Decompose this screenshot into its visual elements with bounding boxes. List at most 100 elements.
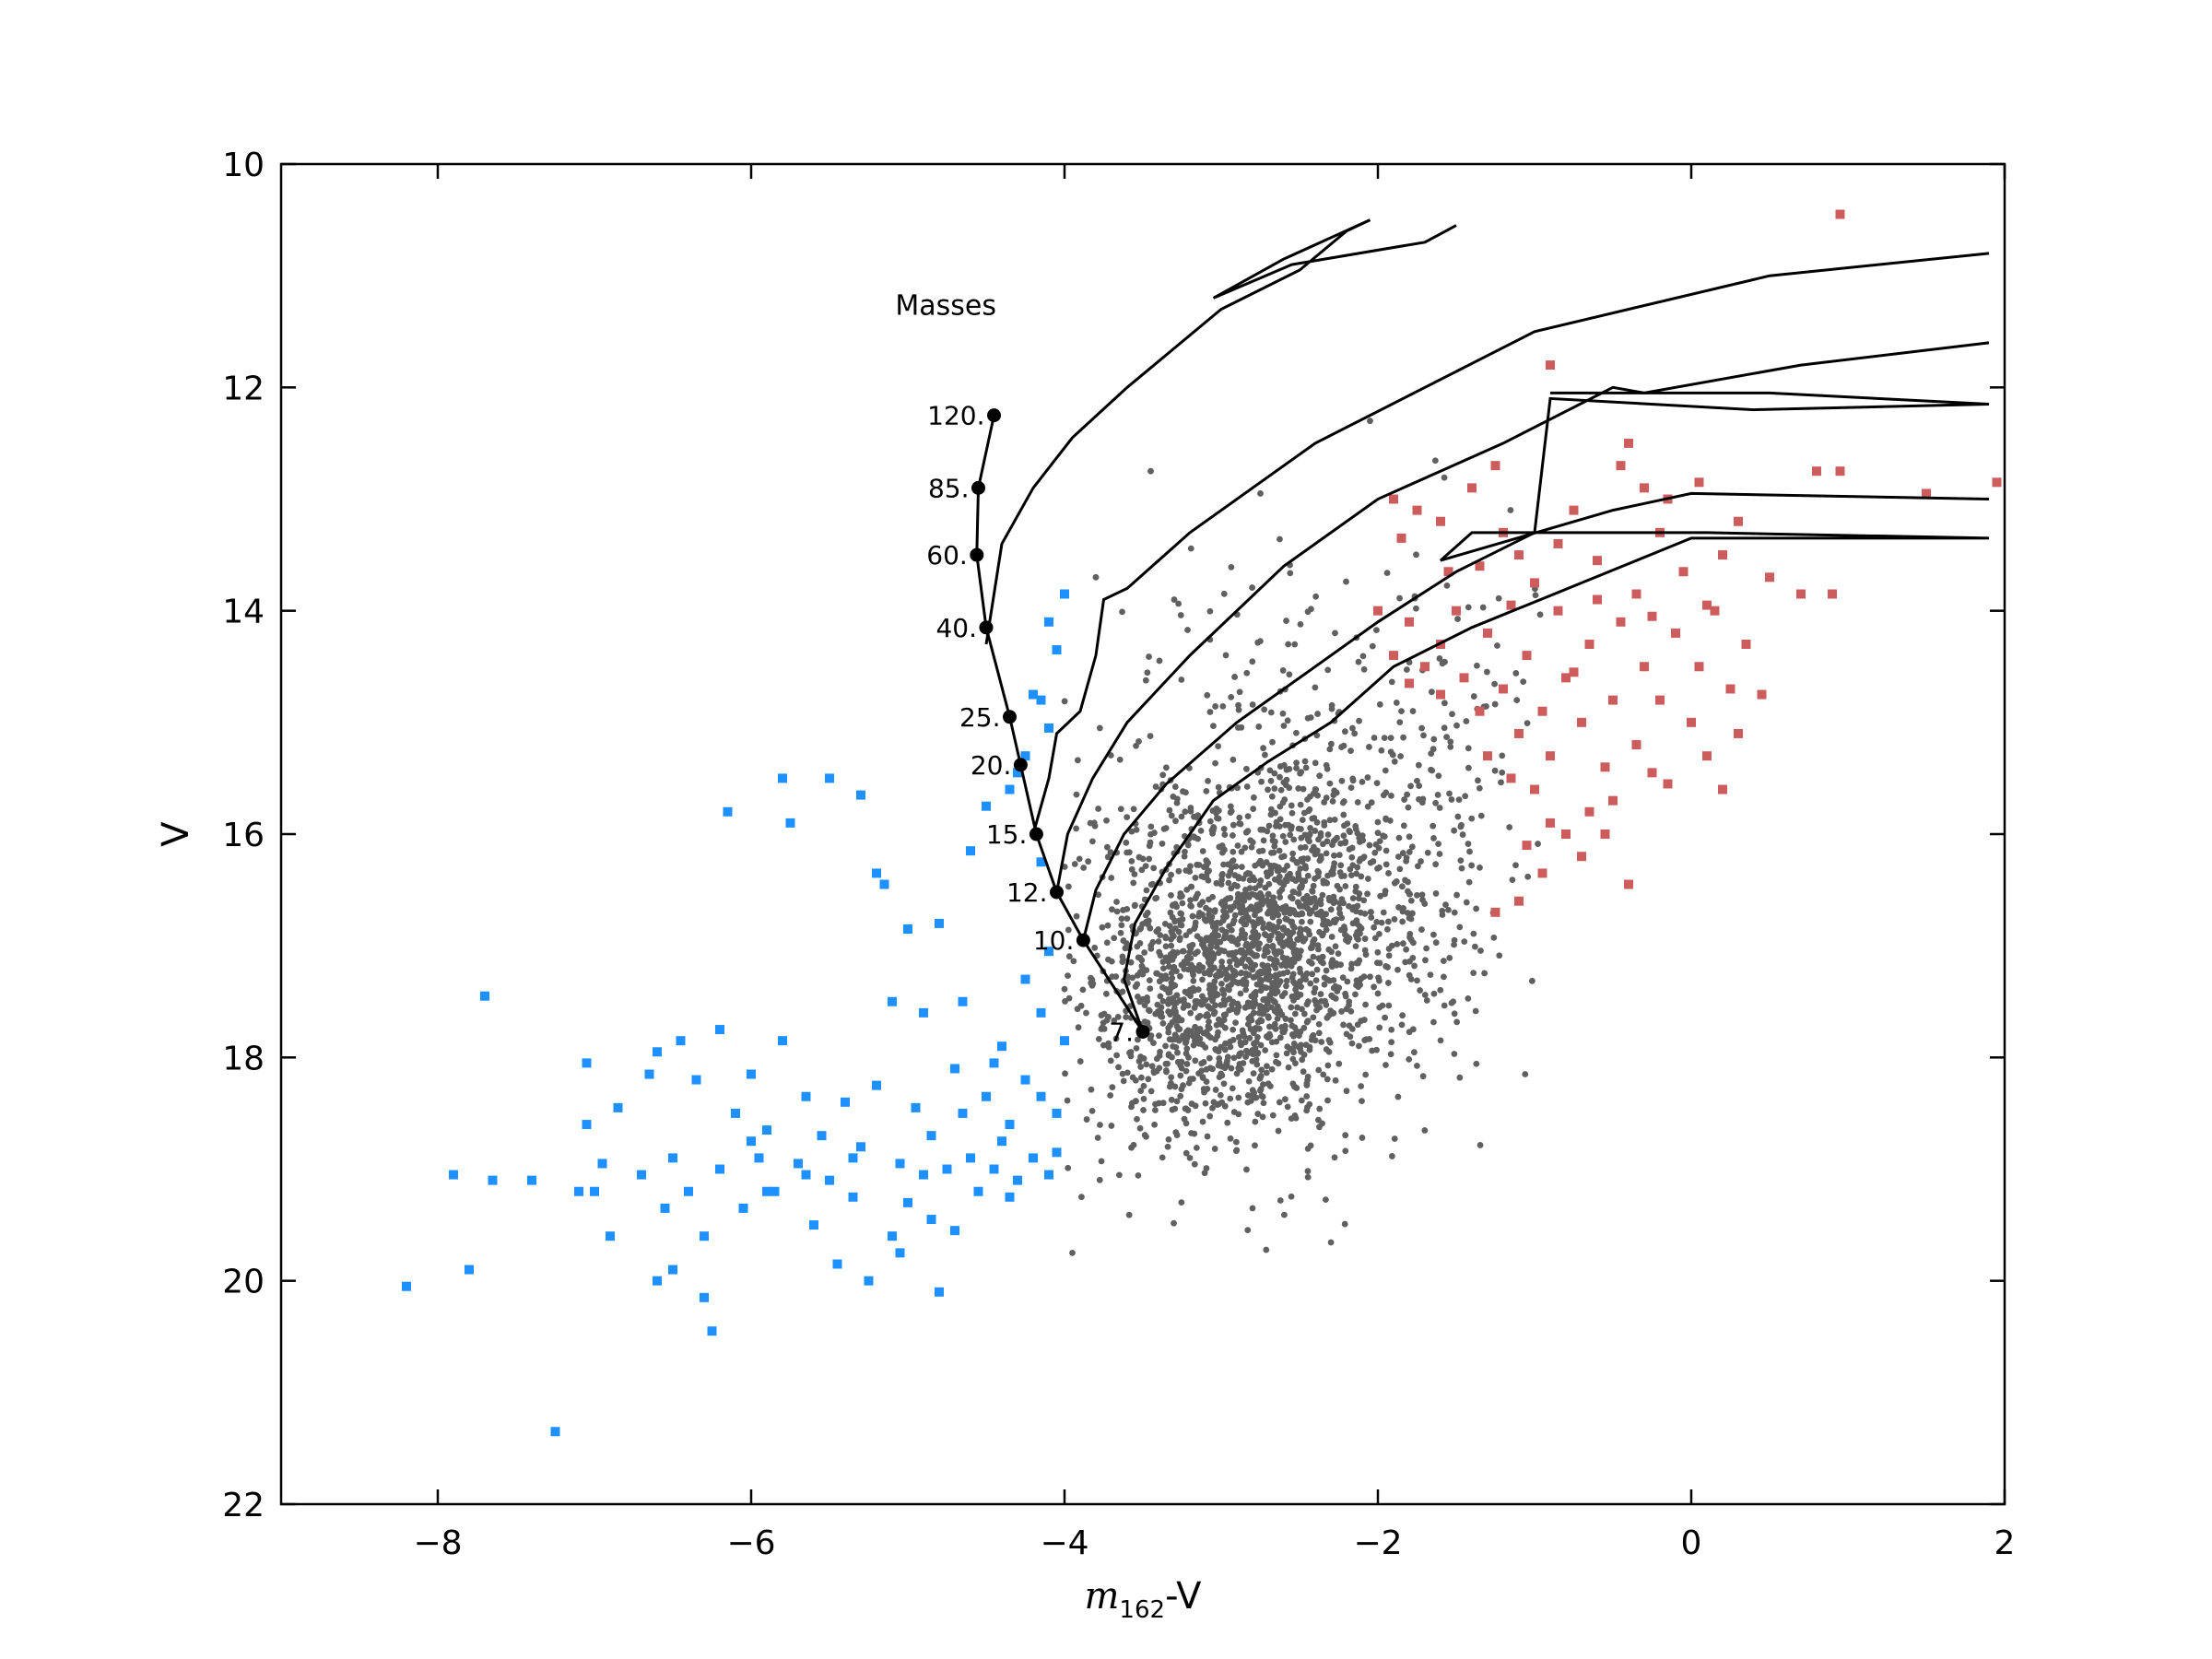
- gray-star-point: [1205, 1023, 1212, 1030]
- gray-star-point: [1394, 1093, 1402, 1100]
- gray-star-point: [1305, 998, 1312, 1006]
- gray-star-point: [1147, 1088, 1155, 1095]
- gray-star-point: [1473, 905, 1480, 912]
- gray-star-point: [1246, 877, 1253, 884]
- gray-star-point: [1230, 1026, 1237, 1033]
- gray-star-point: [1257, 916, 1265, 923]
- blue-star-point: [1036, 857, 1046, 867]
- gray-star-point: [1125, 1211, 1133, 1218]
- gray-star-point: [1287, 570, 1294, 577]
- gray-star-point: [1213, 815, 1220, 821]
- gray-star-point: [1245, 1077, 1253, 1085]
- gray-star-point: [1382, 847, 1390, 854]
- gray-star-point: [1308, 908, 1315, 915]
- gray-star-point: [1286, 671, 1293, 678]
- gray-star-point: [1177, 1072, 1184, 1079]
- gray-star-point: [1312, 997, 1318, 1004]
- gray-star-point: [1065, 883, 1072, 890]
- gray-star-point: [1299, 817, 1306, 824]
- gray-star-point: [1220, 915, 1228, 923]
- gray-star-point: [1318, 997, 1324, 1005]
- red-star-point: [1584, 806, 1594, 817]
- red-star-point: [1443, 567, 1453, 577]
- red-star-point: [1757, 689, 1767, 700]
- gray-star-point: [1129, 974, 1136, 982]
- gray-star-point: [1294, 990, 1301, 997]
- gray-star-point: [1356, 895, 1362, 902]
- gray-star-point: [1257, 970, 1265, 977]
- gray-star-point: [1366, 1036, 1373, 1042]
- gray-star-point: [1227, 963, 1234, 971]
- gray-star-point: [1336, 869, 1344, 876]
- gray-star-point: [1206, 1112, 1214, 1120]
- gray-star-point: [1079, 986, 1087, 994]
- gray-star-point: [1422, 957, 1429, 964]
- gray-star-point: [1324, 831, 1332, 838]
- gray-star-point: [1421, 900, 1429, 907]
- gray-star-point: [1172, 818, 1179, 825]
- gray-star-point: [1362, 1001, 1369, 1008]
- red-star-point: [1718, 784, 1727, 794]
- x-axis-label: m162-V: [1084, 1575, 1202, 1624]
- gray-star-point: [1321, 974, 1328, 982]
- gray-star-point: [1235, 701, 1241, 709]
- gray-star-point: [1159, 1154, 1166, 1161]
- gray-star-point: [1211, 907, 1218, 914]
- blue-star-point: [668, 1265, 677, 1275]
- gray-star-point: [1152, 783, 1159, 790]
- blue-star-point: [1036, 1007, 1046, 1018]
- gray-star-point: [1356, 890, 1363, 897]
- gray-star-point: [1375, 974, 1382, 982]
- gray-star-point: [1187, 883, 1194, 890]
- gray-star-point: [1199, 1074, 1206, 1080]
- gray-star-point: [1143, 967, 1150, 974]
- gray-star-point: [1108, 875, 1115, 881]
- gray-star-point: [1140, 1107, 1147, 1113]
- gray-star-point: [1252, 973, 1258, 981]
- blue-star-point: [1020, 974, 1030, 984]
- red-star-point: [1561, 673, 1571, 683]
- gray-star-point: [1335, 905, 1343, 912]
- gray-star-point: [1376, 959, 1383, 967]
- gray-star-point: [1295, 873, 1302, 879]
- gray-star-point: [1277, 816, 1284, 823]
- gray-star-point: [1432, 890, 1440, 897]
- gray-star-point: [1435, 772, 1442, 780]
- gray-star-point: [1314, 711, 1322, 717]
- gray-star-point: [1208, 966, 1215, 973]
- gray-star-point: [1331, 852, 1337, 859]
- gray-star-point: [1267, 777, 1275, 784]
- gray-star-point: [1230, 832, 1236, 839]
- gray-star-point: [1443, 582, 1451, 589]
- gray-star-point: [1171, 596, 1178, 603]
- blue-star-point: [903, 1197, 912, 1207]
- red-star-point: [1514, 896, 1524, 906]
- red-star-point: [1694, 662, 1704, 672]
- gray-star-point: [1461, 938, 1468, 946]
- gray-star-point: [1288, 1031, 1296, 1038]
- gray-star-point: [1300, 895, 1307, 902]
- gray-star-point: [1382, 890, 1388, 898]
- gray-star-point: [1409, 910, 1416, 917]
- gray-star-point: [1407, 915, 1415, 923]
- gray-star-point: [1192, 1057, 1199, 1065]
- blue-star-point: [1013, 768, 1022, 778]
- gray-star-point: [1507, 507, 1514, 513]
- red-star-point: [1600, 830, 1610, 839]
- gray-star-point: [1094, 1135, 1101, 1141]
- gray-star-point: [1265, 1013, 1272, 1020]
- gray-star-point: [1223, 1062, 1230, 1069]
- gray-star-point: [1199, 1118, 1206, 1125]
- gray-star-point: [1306, 832, 1312, 840]
- blue-star-point: [653, 1047, 662, 1057]
- gray-star-point: [1140, 1082, 1147, 1089]
- gray-star-point: [1245, 1015, 1253, 1022]
- gray-star-point: [1288, 918, 1296, 925]
- gray-star-point: [1391, 879, 1398, 887]
- gray-star-point: [1249, 1087, 1256, 1094]
- blue-star-point: [707, 1326, 717, 1336]
- gray-star-point: [1257, 1041, 1265, 1049]
- gray-star-point: [1238, 864, 1245, 871]
- gray-star-point: [1332, 943, 1339, 950]
- x-tick-label: −4: [1040, 1524, 1088, 1562]
